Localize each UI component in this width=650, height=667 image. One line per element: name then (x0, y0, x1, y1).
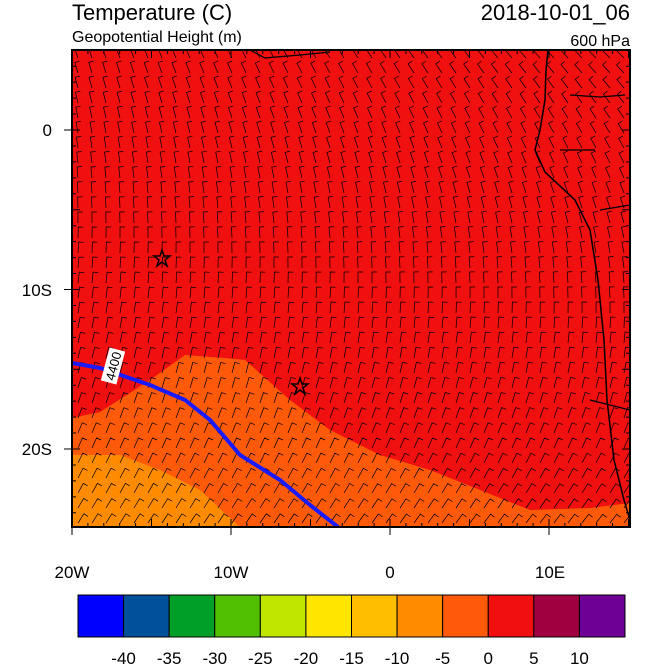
subtitle: Geopotential Height (m) (72, 29, 242, 46)
colorbar-label: -10 (385, 649, 410, 667)
star (151, 247, 173, 269)
colorbar-label: -5 (435, 649, 450, 667)
ticks (64, 49, 630, 535)
colorbar-label: 0 (484, 649, 493, 667)
colorbar-box (305, 594, 352, 638)
x-label: 20W (55, 563, 90, 582)
x-label: 0 (385, 563, 394, 582)
colorbar-label: -40 (111, 649, 136, 667)
colorbar-label: -30 (202, 649, 227, 667)
colorbar-box (168, 594, 216, 638)
y-label: 20S (22, 440, 52, 459)
tick (64, 49, 630, 535)
colorbar-label: -20 (294, 649, 319, 667)
y-label: 0 (43, 121, 52, 140)
colorbar: -40 -35 -30 -25 -20 -15 -10 -5 0 5 10 (77, 594, 626, 667)
colorbar-box (487, 594, 535, 638)
colorbar-label: 10 (570, 649, 589, 667)
y-label: 10S (22, 281, 52, 300)
title: Temperature (C) (72, 0, 232, 25)
barb (74, 50, 630, 524)
colorbar-label: -25 (248, 649, 273, 667)
coastline (534, 50, 630, 521)
label-box (100, 347, 126, 385)
x-label: 10W (214, 563, 249, 582)
contour-text: 4400 (102, 350, 124, 382)
star (289, 375, 311, 397)
colorbar-box (259, 594, 307, 638)
temp-field (72, 455, 240, 527)
colorbar-box (442, 594, 489, 638)
map-area: 4400 (72, 50, 630, 527)
level: 600 hPa (570, 33, 630, 50)
border (249, 50, 630, 411)
colorbar-box (578, 594, 626, 638)
x-label: 10E (535, 563, 565, 582)
colorbar-box (533, 594, 580, 638)
colorbar-box (351, 594, 398, 638)
colorbar-box (77, 594, 125, 638)
colorbar-label: -15 (339, 649, 364, 667)
map-frame (71, 49, 631, 528)
colorbar-box (214, 594, 261, 638)
wind-barbs (74, 50, 630, 524)
contour-label: 4400 (100, 347, 126, 385)
temp-field (72, 355, 630, 527)
colorbar-label: 5 (529, 649, 538, 667)
colorbar-box (123, 594, 170, 638)
time: 2018-10-01_06 (481, 0, 630, 25)
colorbar-box (396, 594, 444, 638)
colorbar-label: -35 (157, 649, 182, 667)
